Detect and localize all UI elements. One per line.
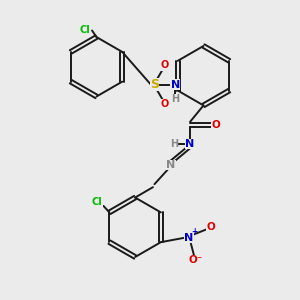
Text: N: N bbox=[185, 139, 195, 149]
Text: Cl: Cl bbox=[80, 25, 91, 34]
Text: +: + bbox=[191, 227, 197, 236]
Text: O: O bbox=[207, 222, 215, 232]
Text: O: O bbox=[161, 99, 169, 109]
Text: N: N bbox=[184, 233, 193, 243]
Text: S: S bbox=[150, 78, 159, 91]
Text: O⁻: O⁻ bbox=[189, 255, 203, 265]
Text: N: N bbox=[171, 80, 180, 90]
Text: N: N bbox=[166, 160, 176, 170]
Text: Cl: Cl bbox=[92, 197, 102, 207]
Text: O: O bbox=[161, 60, 169, 70]
Text: H: H bbox=[170, 139, 178, 149]
Text: H: H bbox=[171, 94, 179, 104]
Text: O: O bbox=[211, 120, 220, 130]
